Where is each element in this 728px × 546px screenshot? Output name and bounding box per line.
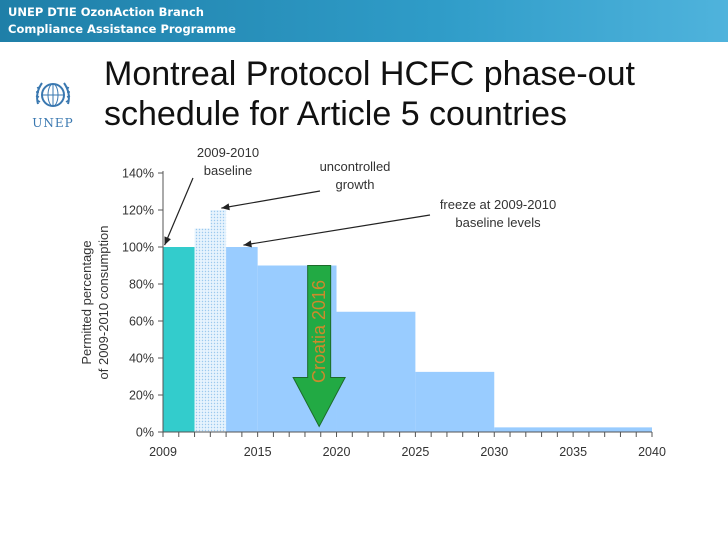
- y-tick-label-4: 80%: [129, 278, 154, 292]
- y-tick-label-0: 0%: [136, 426, 154, 440]
- slide-title-line-2: schedule for Article 5 countries: [104, 95, 568, 133]
- annotation-2-arrowhead: [243, 240, 252, 248]
- y-tick-label-1: 20%: [129, 389, 154, 403]
- annotation-0-leader: [164, 177, 194, 246]
- header-bar: UNEP DTIE OzonAction Branch Compliance A…: [0, 0, 728, 42]
- y-axis-label-line-1: of 2009-2010 consumption: [96, 226, 111, 380]
- annotation-1-arrowhead: [221, 203, 230, 211]
- y-tick-label-2: 40%: [129, 352, 154, 366]
- x-tick-label-3: 2025: [401, 445, 429, 459]
- annotation-2-line-0: freeze at 2009-2010: [440, 197, 556, 212]
- unep-logo: UNEP: [30, 76, 76, 136]
- annotation-0-line-0: 2009-2010: [197, 145, 259, 160]
- annotation-0-arrowhead: [164, 236, 171, 246]
- chart-bar-2-2: [336, 311, 416, 432]
- annotation-0-line-1: baseline: [204, 163, 252, 178]
- y-tick-label-3: 60%: [129, 315, 154, 329]
- slide-title: Montreal Protocol HCFC phase-out schedul…: [104, 54, 714, 134]
- x-tick-label-5: 2035: [559, 445, 587, 459]
- header-org-name: UNEP DTIE OzonAction Branch: [8, 5, 204, 19]
- x-tick-label-1: 2015: [244, 445, 272, 459]
- un-emblem-icon: [35, 82, 71, 107]
- y-tick-label-6: 120%: [122, 204, 154, 218]
- x-tick-label-4: 2030: [480, 445, 508, 459]
- slide-title-line-1: Montreal Protocol HCFC phase-out: [104, 55, 636, 93]
- x-tick-label-0: 2009: [149, 445, 177, 459]
- chart-bar-0-0: [163, 247, 195, 432]
- croatia-marker-label: Croatia 2016: [309, 280, 329, 383]
- header-programme-name: Compliance Assistance Programme: [8, 22, 236, 36]
- chart-bar-2-0: [226, 247, 258, 432]
- logo-text: UNEP: [32, 116, 74, 130]
- annotation-1-line-1: growth: [335, 177, 374, 192]
- annotation-1-leader: [221, 190, 321, 209]
- annotation-2-leader: [243, 214, 431, 246]
- annotation-2-line-1: baseline levels: [455, 215, 541, 230]
- chart-bar-2-3: [415, 371, 495, 432]
- annotation-1-line-0: uncontrolled: [320, 159, 391, 174]
- x-tick-label-6: 2040: [638, 445, 666, 459]
- chart-bar-2-4: [494, 427, 652, 432]
- y-axis-label-line-0: Permitted percentage: [79, 240, 94, 364]
- croatia-arrow: [292, 265, 346, 428]
- x-tick-label-2: 2020: [323, 445, 351, 459]
- chart-bar-1-0: [194, 228, 211, 432]
- y-tick-label-5: 100%: [122, 241, 154, 255]
- y-tick-label-7: 140%: [122, 167, 154, 181]
- chart-bar-1-1: [210, 210, 227, 432]
